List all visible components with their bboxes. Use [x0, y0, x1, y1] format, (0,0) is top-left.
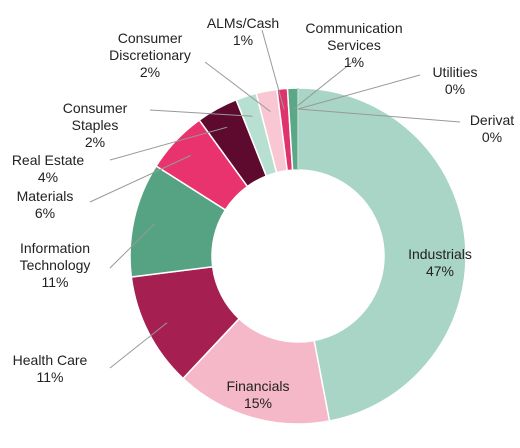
value-label: 2% [139, 64, 161, 80]
slice-label: Communication Services 1% [299, 20, 409, 71]
slice-label: ALMs/Cash 1% [188, 15, 298, 49]
category-label: Health Care [12, 352, 88, 368]
leader-line [109, 126, 228, 161]
leader-line [149, 109, 253, 117]
leader-line [109, 223, 155, 269]
value-label: 4% [37, 169, 59, 185]
donut-slice [297, 87, 467, 422]
leader-line [89, 154, 192, 203]
value-label: 1% [343, 54, 365, 70]
slice-label: Consumer Discretionary 2% [95, 30, 205, 81]
value-label: 2% [84, 134, 106, 150]
category-label: Materials [16, 188, 74, 204]
category-label: ALMs/Cash [206, 15, 280, 31]
leader-line [261, 29, 285, 110]
value-label: 6% [34, 205, 56, 221]
slice-label: Materials 6% [0, 188, 100, 222]
slice-label: Financials 15% [203, 378, 313, 412]
category-label: Real Estate [11, 152, 85, 168]
slice-label: Health Care 11% [0, 352, 105, 386]
category-label: Derivat [469, 112, 515, 128]
category-label: Information Technology [19, 240, 91, 273]
leader-line [297, 74, 421, 110]
value-label: 47% [425, 263, 455, 279]
value-label: 15% [243, 395, 273, 411]
slice-label: Consumer Staples 2% [40, 100, 150, 151]
category-label: Industrials [408, 246, 472, 262]
value-label: 0% [444, 81, 466, 97]
category-label: Financials [226, 378, 290, 394]
slice-label: Real Estate 4% [0, 152, 103, 186]
category-label: Communication Services [305, 20, 403, 53]
category-label: Consumer Staples [62, 100, 128, 133]
leader-line [297, 108, 461, 123]
value-label: 1% [232, 32, 254, 48]
leader-line [109, 322, 168, 369]
leader-line [293, 59, 356, 110]
value-label: 11% [41, 274, 69, 290]
value-label: 11% [36, 369, 64, 385]
leader-line [204, 61, 271, 113]
slice-label: Information Technology 11% [0, 240, 110, 291]
slice-label: Industrials 47% [385, 246, 495, 280]
category-label: Utilities [432, 64, 478, 80]
slice-label: Utilities 0% [400, 64, 510, 98]
category-label: Consumer Discretionary [109, 30, 191, 63]
slice-label: Derivat 0% [437, 112, 520, 146]
value-label: 0% [481, 129, 503, 145]
